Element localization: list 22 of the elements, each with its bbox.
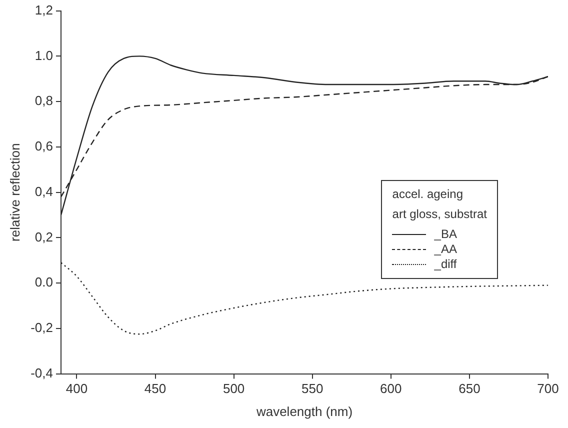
y-tick-label: 0,2 (34, 229, 53, 244)
legend-label: _diff (434, 257, 457, 271)
y-tick-label: 0,8 (34, 93, 53, 108)
y-tick-label: -0,2 (30, 320, 53, 336)
x-tick-label: 450 (144, 381, 166, 396)
x-axis-title: wavelength (nm) (255, 404, 353, 419)
y-tick-label: 1.0 (34, 48, 53, 63)
x-tick-label: 650 (458, 381, 480, 396)
y-tick-label: 0,6 (34, 138, 53, 154)
x-tick-label: 550 (302, 381, 324, 396)
legend-label: _AA (434, 242, 457, 256)
y-tick-label: 1,2 (34, 2, 53, 18)
y-tick-label: -0,4 (30, 365, 53, 380)
x-tick-label: 500 (222, 381, 245, 396)
x-tick-label: 700 (537, 381, 559, 396)
y-axis-title: relative reflection (7, 143, 22, 242)
y-tick-label: 0.0 (34, 274, 53, 290)
x-tick-label: 600 (380, 381, 402, 396)
x-tick-label: 400 (66, 381, 88, 396)
y-tick-label: 0,4 (34, 184, 53, 199)
legend-title: accel. ageing art gloss, substrat (392, 187, 487, 221)
legend-label: _BA (434, 227, 457, 241)
